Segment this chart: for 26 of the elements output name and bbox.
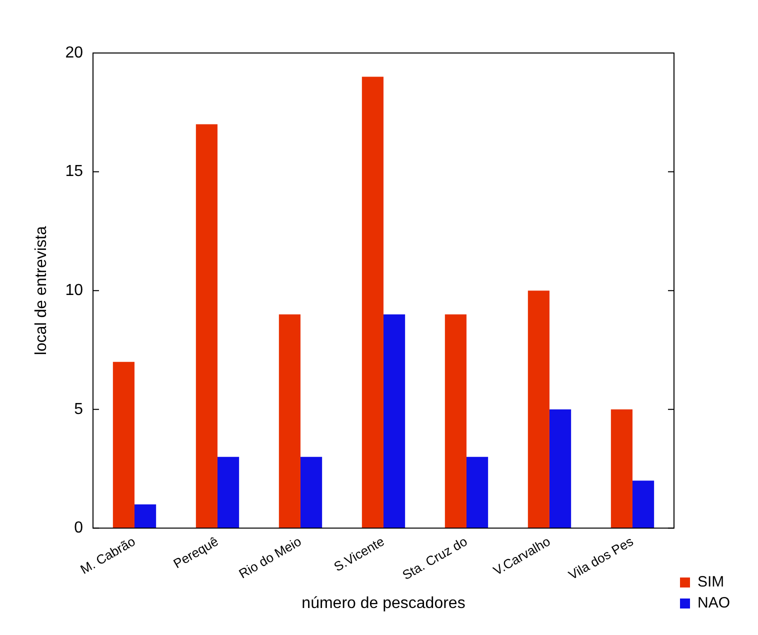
x-tick-label: Sta. Cruz do [400, 534, 470, 583]
legend-label: NAO [697, 594, 730, 612]
bar [362, 76, 384, 528]
bar [300, 456, 322, 528]
bar [134, 504, 156, 528]
bar [632, 480, 654, 528]
bar [466, 456, 488, 528]
y-tick-label: 20 [65, 44, 84, 62]
y-tick-label: 15 [65, 163, 84, 180]
x-tick-label: Rio do Meio [236, 534, 304, 582]
bar [278, 314, 300, 528]
legend-label: SIM [697, 574, 724, 591]
y-tick-label: 10 [65, 282, 84, 299]
y-tick-label: 5 [74, 400, 84, 418]
bar [112, 362, 134, 528]
x-tick-label: Vila dos Pes [566, 533, 636, 583]
y-axis-title: local de entrevista [33, 226, 50, 356]
bar [549, 409, 572, 528]
bar [444, 314, 466, 528]
x-axis-title: número de pescadores [302, 594, 466, 612]
y-tick-label: 0 [74, 520, 84, 537]
bar [217, 456, 240, 528]
bar [528, 290, 550, 528]
bar [196, 124, 218, 528]
bar [383, 314, 406, 528]
bar [610, 409, 632, 528]
